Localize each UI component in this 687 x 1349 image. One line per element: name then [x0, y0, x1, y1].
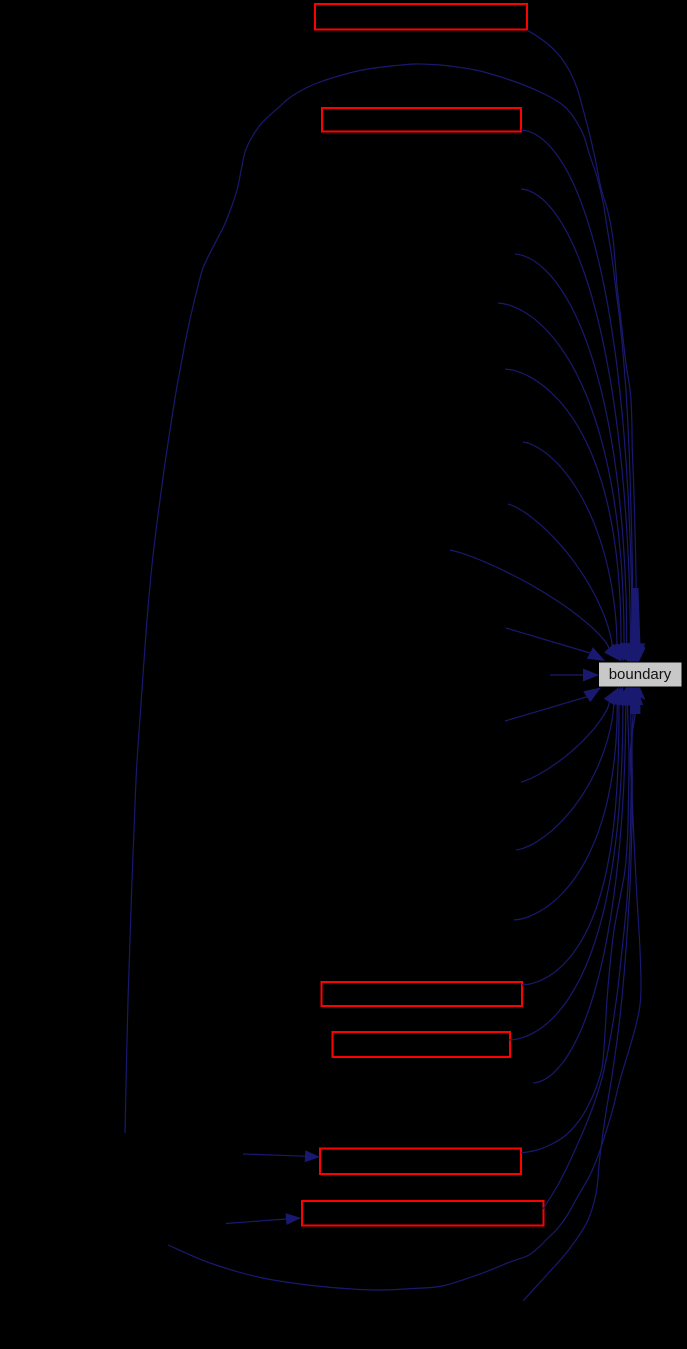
svg-text:boundary: boundary [609, 666, 672, 683]
